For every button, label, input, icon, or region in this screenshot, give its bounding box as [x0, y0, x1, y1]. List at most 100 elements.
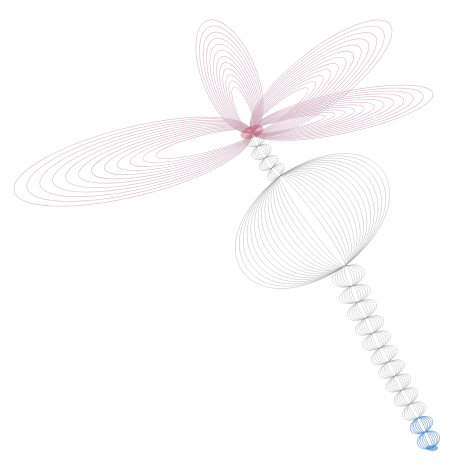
body-curve — [271, 166, 282, 177]
body-curve — [279, 175, 346, 267]
body-curve — [261, 175, 346, 274]
body-curve — [279, 168, 364, 267]
body-curve — [351, 284, 369, 303]
body-curve — [414, 417, 426, 433]
body-curve — [351, 284, 371, 303]
body-curve — [258, 157, 273, 172]
body-curve — [254, 145, 266, 159]
body-curve — [378, 361, 396, 379]
body-curve — [372, 331, 389, 349]
body-curve — [364, 332, 381, 350]
body-curve — [279, 171, 358, 267]
body-curve — [347, 301, 367, 321]
body-curve — [397, 389, 411, 406]
body-curve — [257, 145, 269, 159]
body-curve — [382, 361, 396, 378]
body-curve — [416, 417, 426, 433]
body-curve — [387, 361, 396, 377]
body-curve — [405, 403, 419, 420]
body-curve — [257, 144, 270, 159]
body-curve — [372, 332, 381, 349]
body-curve — [394, 374, 408, 391]
body-curve — [357, 300, 375, 319]
body-curve — [244, 131, 259, 148]
body-curve — [250, 175, 346, 280]
body-curve — [271, 167, 281, 177]
body-curve — [363, 317, 374, 334]
body-curve — [409, 403, 421, 419]
body-curve — [368, 332, 381, 349]
body-curve — [394, 373, 412, 391]
body-curve — [401, 387, 419, 405]
body-curve — [357, 301, 367, 319]
body-curve — [337, 265, 353, 287]
body-curve — [417, 417, 426, 433]
body-curve — [246, 131, 259, 147]
body-curve — [384, 361, 396, 377]
body-curve — [365, 316, 382, 334]
body-curve — [370, 347, 389, 366]
body-curve — [372, 330, 391, 349]
body-curve — [251, 131, 259, 147]
body-curve — [355, 301, 367, 319]
body-curve — [385, 361, 396, 377]
body-curve — [394, 375, 403, 391]
body-curve — [263, 157, 273, 169]
body-curve — [357, 317, 374, 335]
body-curve — [249, 131, 259, 147]
body-curve — [389, 375, 403, 392]
body-curve — [246, 175, 346, 282]
body-curve — [257, 145, 266, 159]
body-curve — [391, 375, 403, 391]
body-curve — [365, 317, 378, 334]
body-curve — [339, 285, 359, 304]
body-curve — [417, 417, 426, 433]
body-curve — [376, 347, 389, 364]
body-curve — [409, 403, 419, 419]
body-curve — [379, 347, 389, 363]
body-curve — [387, 360, 401, 377]
body-curve — [409, 403, 420, 419]
body-curve — [279, 166, 367, 267]
body-curve — [339, 265, 353, 287]
body-curve — [341, 285, 359, 304]
body-curve — [251, 131, 262, 147]
body-curve — [351, 285, 364, 303]
body-curve — [392, 375, 403, 391]
body-curve — [251, 130, 266, 147]
body-curve — [251, 131, 261, 147]
body-curve — [351, 284, 366, 303]
body-curve — [256, 145, 266, 159]
body-curve — [253, 145, 266, 160]
body-curve — [344, 265, 358, 287]
body-curve — [387, 375, 403, 392]
body-curve — [379, 347, 389, 363]
body-curve — [407, 403, 419, 419]
body-curve — [257, 145, 266, 159]
body-curve — [279, 160, 379, 267]
body-curve — [357, 301, 371, 319]
body-curve — [251, 145, 266, 161]
body-curve — [372, 347, 389, 365]
body-curve — [365, 316, 380, 334]
body-curve — [379, 345, 396, 363]
body-curve — [395, 389, 411, 406]
body-curve — [359, 317, 374, 335]
body-curve — [278, 175, 346, 267]
body-curve — [251, 131, 264, 147]
body-curve — [267, 175, 346, 271]
body-curve — [251, 131, 259, 147]
tail-tip — [426, 445, 438, 451]
body-curve — [370, 332, 381, 349]
body-curve — [257, 143, 272, 159]
body-curve — [372, 331, 387, 349]
body-curve — [349, 285, 359, 303]
body-curve — [270, 167, 281, 178]
body-curve — [387, 361, 398, 377]
body-curve — [264, 157, 273, 169]
body-curve — [264, 157, 273, 169]
body-curve — [379, 346, 392, 363]
body-curve — [344, 265, 360, 287]
